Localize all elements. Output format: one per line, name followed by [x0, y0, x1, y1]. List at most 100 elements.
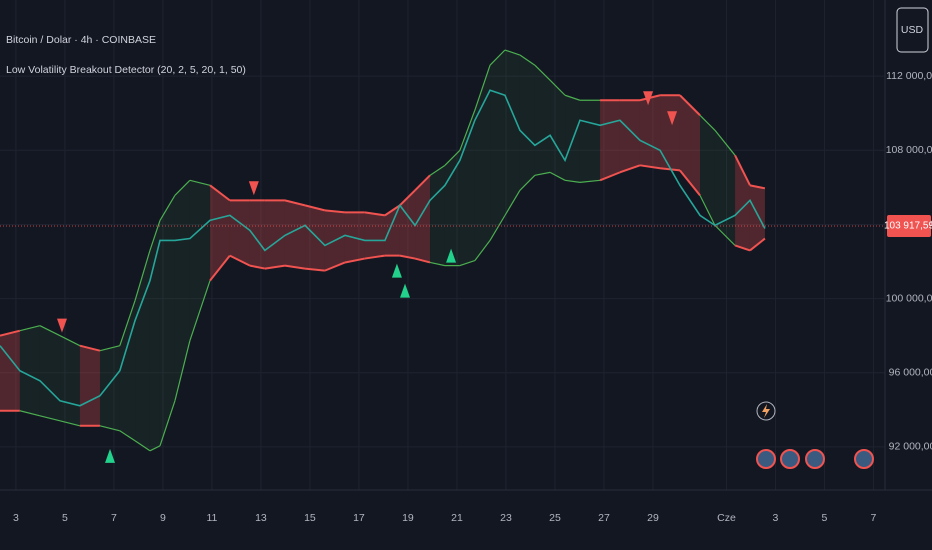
x-tick-label: 17 — [353, 512, 365, 524]
band-line-segment — [39, 325, 61, 337]
band-line-segment — [504, 190, 521, 216]
band-line-segment — [474, 240, 491, 261]
band-fill — [284, 200, 306, 269]
chart-title: Bitcoin / Dolar · 4h · COINBASE — [6, 34, 156, 46]
x-tick-label: 3 — [773, 512, 779, 524]
band-fill — [209, 185, 230, 281]
band-line-segment — [79, 344, 101, 352]
band-line-segment — [344, 257, 366, 264]
band-fill — [490, 50, 505, 241]
band-line-segment — [159, 400, 176, 446]
band-line-segment — [0, 329, 21, 337]
band-fill — [619, 100, 640, 173]
last-price-label: 103 917,59 — [884, 221, 932, 232]
x-tick-label: 9 — [160, 512, 166, 524]
band-line-segment — [189, 179, 211, 186]
band-line-segment — [399, 189, 416, 207]
price-line — [0, 89, 766, 407]
x-tick-label: 15 — [304, 512, 316, 524]
band-fill — [550, 80, 566, 181]
band-line-segment — [249, 264, 266, 270]
band-fill — [399, 190, 416, 259]
band-fill — [249, 200, 265, 269]
band-line-segment — [734, 154, 751, 186]
band-line-segment — [414, 174, 431, 192]
band-line-segment — [134, 440, 151, 452]
band-line-segment — [679, 169, 701, 196]
band-fill — [660, 95, 680, 171]
band-fill — [600, 100, 620, 181]
band-fill — [174, 180, 190, 401]
event-icon[interactable] — [805, 449, 825, 469]
band-line-segment — [459, 110, 476, 151]
y-tick-label: 112 000,00 — [886, 70, 932, 82]
event-icon[interactable] — [780, 449, 800, 469]
band-line-segment — [174, 179, 191, 196]
band-fill — [749, 185, 765, 251]
band-fill — [679, 95, 701, 196]
band-line-segment — [399, 254, 416, 260]
band-fill — [149, 220, 160, 451]
band-line-segment — [699, 195, 716, 226]
band-line-segment — [474, 65, 491, 111]
band-fill — [159, 195, 175, 446]
band-line-segment — [489, 215, 506, 241]
buy-signal — [391, 263, 402, 278]
band-line-segment — [679, 94, 701, 116]
y-tick-label: 96 000,00 — [889, 367, 932, 379]
band-line-segment — [149, 220, 161, 251]
band-line-segment — [519, 174, 536, 191]
band-fill — [430, 165, 445, 266]
buy-signal — [105, 448, 116, 463]
band-line-segment — [284, 199, 306, 207]
band-line-segment — [599, 171, 621, 182]
band-line-segment — [519, 54, 536, 66]
band-line-segment — [99, 345, 120, 352]
band-line-segment — [504, 49, 521, 56]
currency-button[interactable] — [896, 7, 929, 53]
band-line-segment — [149, 445, 161, 452]
band-line-segment — [714, 129, 736, 156]
x-tick-label: 21 — [451, 512, 463, 524]
x-tick-label: 7 — [111, 512, 117, 524]
band-fill — [0, 330, 20, 411]
x-tick-label: 27 — [598, 512, 610, 524]
event-icon-glyph — [762, 404, 770, 418]
band-line-segment — [134, 250, 151, 301]
band-line-segment — [189, 280, 211, 341]
band-fill — [534, 65, 551, 176]
band-fill — [99, 345, 120, 431]
event-icon[interactable] — [756, 449, 776, 469]
event-icon[interactable] — [854, 449, 874, 469]
band-fill — [39, 325, 61, 421]
x-tick-label: 19 — [402, 512, 414, 524]
band-line-segment — [444, 149, 461, 166]
band-line-segment — [59, 335, 81, 347]
band-line-segment — [324, 209, 346, 214]
band-fill — [79, 345, 100, 426]
band-fill — [700, 115, 715, 226]
band-line-segment — [714, 224, 736, 246]
band-line-segment — [39, 415, 61, 422]
band-line-segment — [564, 94, 581, 101]
sell-signal — [667, 111, 678, 126]
sell-signal — [248, 181, 259, 196]
currency-label: USD — [901, 24, 924, 36]
y-tick-label: 108 000,00 — [886, 144, 932, 156]
band-line-segment — [384, 204, 401, 217]
x-tick-label: 7 — [871, 512, 877, 524]
sell-signal — [643, 91, 654, 106]
x-tick-label: Cze — [717, 512, 736, 524]
x-tick-label: 5 — [822, 512, 828, 524]
band-line-segment — [119, 430, 136, 442]
band-fill — [135, 250, 150, 451]
x-tick-label: 25 — [549, 512, 561, 524]
buy-signal — [400, 283, 411, 298]
x-tick-label: 29 — [647, 512, 659, 524]
band-fill — [504, 50, 520, 216]
band-line-segment — [429, 261, 446, 267]
band-fill — [264, 200, 285, 269]
